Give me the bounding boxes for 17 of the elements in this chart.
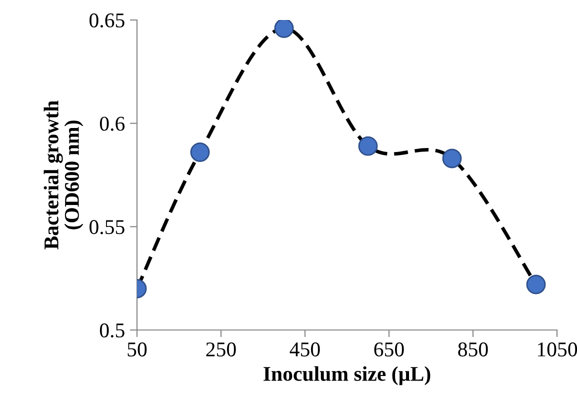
x-tick-label: 450 (290, 342, 320, 356)
y-tick-label: 0.6 (100, 116, 125, 131)
x-tick-label: 650 (374, 342, 404, 356)
point (274, 20, 294, 38)
x-tick-label: 850 (458, 342, 488, 356)
point (442, 148, 462, 168)
y-tick-label: 0.65 (90, 13, 124, 28)
y-tick-label: 0.5 (100, 323, 124, 338)
point (190, 142, 210, 162)
x-tick-label: 250 (206, 342, 236, 356)
x-tick-label: 1050 (538, 342, 577, 356)
point (358, 136, 378, 156)
x-axis-title: Inoculum size (µL) (264, 366, 430, 386)
y-axis-title: Bacterial growth (OD600 nm) (44, 100, 84, 250)
x-tick-label: 50 (128, 342, 147, 356)
y-tick-label: 0.55 (90, 220, 124, 234)
point (526, 274, 546, 294)
